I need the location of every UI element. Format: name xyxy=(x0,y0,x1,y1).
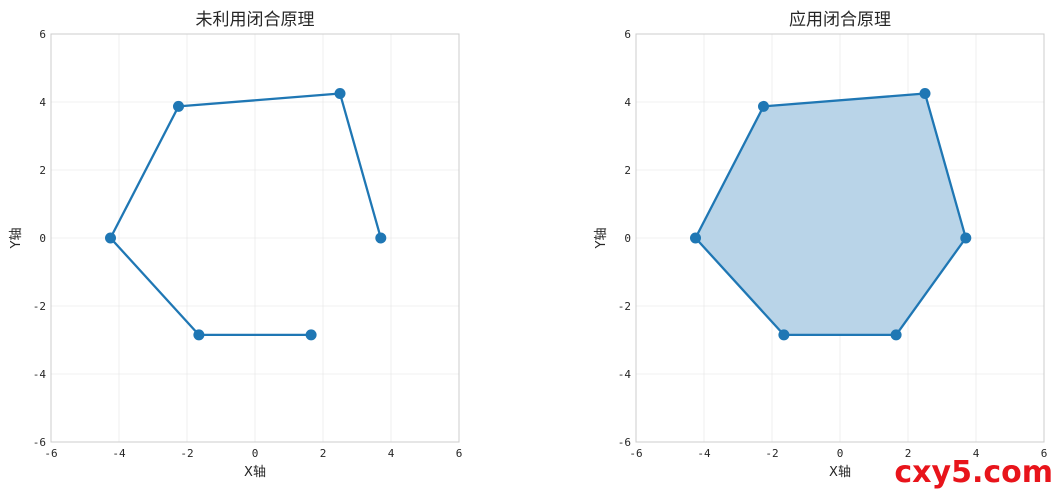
y-axis-label: Y轴 xyxy=(594,228,609,250)
chart-closed: -6 -4 -2 0 2 4 6 -6 -4 -2 0 2 4 6 应用闭合原理 X轴 Y轴 xyxy=(594,10,1047,480)
data-point xyxy=(305,329,317,341)
x-tick-label: 6 xyxy=(1041,447,1048,460)
plot-frame xyxy=(635,33,1045,443)
chart-unclosed: -6 -4 -2 0 2 4 6 -6 -4 -2 0 2 4 6 未利用闭合原理 X轴 Y轴 xyxy=(9,10,462,480)
series-line xyxy=(109,92,382,337)
y-tick-label: -6 xyxy=(33,436,46,449)
x-tick-label: 4 xyxy=(388,447,395,460)
y-tick-labels: -6 -4 -2 0 2 4 6 xyxy=(33,28,47,449)
data-point xyxy=(919,88,931,99)
data-point xyxy=(690,232,701,244)
series-lines xyxy=(109,92,382,337)
y-tick-label: -4 xyxy=(33,368,47,381)
y-tick-label: -2 xyxy=(33,300,46,313)
data-point xyxy=(890,329,902,341)
x-axis-label: X轴 xyxy=(829,465,851,480)
y-tick-label: 0 xyxy=(624,232,631,245)
data-point xyxy=(173,100,184,112)
y-tick-label: 6 xyxy=(624,28,631,41)
y-axis-label: Y轴 xyxy=(9,228,24,250)
series-points xyxy=(105,88,387,341)
y-tick-label: 4 xyxy=(624,96,631,109)
y-tick-label: -6 xyxy=(618,436,631,449)
x-tick-label: -6 xyxy=(44,447,57,460)
x-tick-label: 6 xyxy=(456,447,463,460)
x-tick-label: 0 xyxy=(837,447,844,460)
x-tick-label: 0 xyxy=(252,447,259,460)
data-point xyxy=(758,100,769,112)
y-tick-label: -4 xyxy=(618,368,632,381)
series-fill xyxy=(695,93,966,335)
x-tick-label: -4 xyxy=(697,447,711,460)
y-tick-labels: -6 -4 -2 0 2 4 6 xyxy=(618,28,632,449)
y-tick-label: 2 xyxy=(624,164,631,177)
watermark-logo: cxy5.com xyxy=(894,455,1053,490)
y-tick-label: 6 xyxy=(39,28,46,41)
x-tick-label: -2 xyxy=(180,447,193,460)
chart-title: 未利用闭合原理 xyxy=(196,10,315,30)
data-point xyxy=(334,88,346,99)
plot-frame xyxy=(50,33,460,443)
x-tick-label: 2 xyxy=(320,447,327,460)
data-point xyxy=(375,232,387,244)
x-axis-label: X轴 xyxy=(244,465,266,480)
data-point xyxy=(105,232,116,244)
x-tick-label: -2 xyxy=(765,447,778,460)
y-tick-label: 2 xyxy=(39,164,46,177)
x-tick-labels: -6 -4 -2 0 2 4 6 xyxy=(629,447,1047,460)
x-tick-labels: -6 -4 -2 0 2 4 6 xyxy=(44,447,462,460)
y-tick-label: 4 xyxy=(39,96,46,109)
data-point xyxy=(778,329,790,341)
data-point xyxy=(960,232,972,244)
data-point xyxy=(193,329,205,341)
x-tick-label: 4 xyxy=(973,447,980,460)
series-points xyxy=(690,88,972,341)
y-tick-label: -2 xyxy=(618,300,631,313)
y-tick-label: 0 xyxy=(39,232,46,245)
chart-title: 应用闭合原理 xyxy=(789,10,891,30)
plot-fill xyxy=(695,93,966,335)
x-tick-label: 2 xyxy=(905,447,912,460)
x-tick-label: -6 xyxy=(629,447,642,460)
x-tick-label: -4 xyxy=(112,447,126,460)
